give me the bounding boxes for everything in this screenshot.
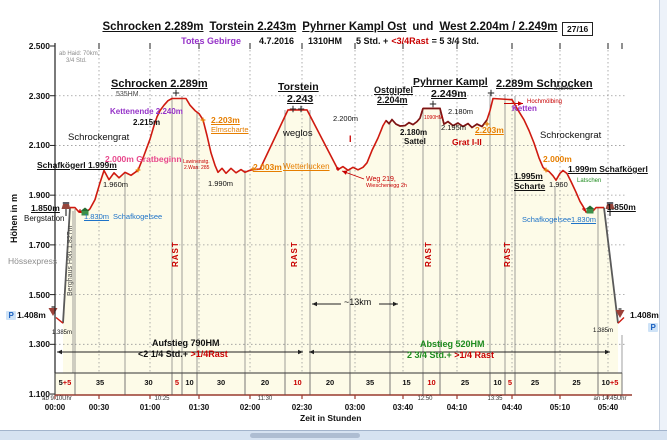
subtitle-part: 5 Std. + (356, 36, 389, 46)
axes (50, 43, 632, 399)
subtitle-part: = 5 3/4 Std. (431, 36, 479, 46)
page-badge: 27/16 (562, 22, 594, 36)
title-part: und (412, 21, 434, 33)
gridlines (55, 46, 625, 373)
window-right-edge (659, 0, 667, 430)
window-bottom-edge (0, 430, 667, 440)
subtitle-part: 4.7.2016 (258, 36, 295, 46)
subtitle-part: <3/4Rast (391, 36, 429, 46)
cable-car-line (62, 207, 619, 324)
subtitle-part: 1310HM (308, 36, 343, 46)
route-profile-line (55, 97, 625, 324)
title-part: Schrocken 2.289m (102, 21, 204, 33)
waypoint-lines (72, 94, 623, 373)
title-part: Torstein 2.243m (209, 21, 297, 33)
profile-area-fill (55, 98, 622, 395)
chart-title: Schrocken 2.289m Torstein 2.243m Pyhrner K… (80, 21, 580, 33)
station-icons (48, 202, 625, 318)
horizontal-scrollbar-thumb[interactable] (250, 433, 360, 438)
annotation-arrows (57, 101, 610, 355)
chart-subtitle: Totes Gebirge 4.7.2016 1310HM 5 Std. + <3/4R… (80, 36, 580, 46)
point-markers (78, 89, 586, 213)
title-part: Pyhrner Kampl Ost (302, 21, 407, 33)
subtitle-part: Totes Gebirge (181, 36, 241, 46)
title-part: West 2.204m / 2.249m (439, 21, 558, 33)
